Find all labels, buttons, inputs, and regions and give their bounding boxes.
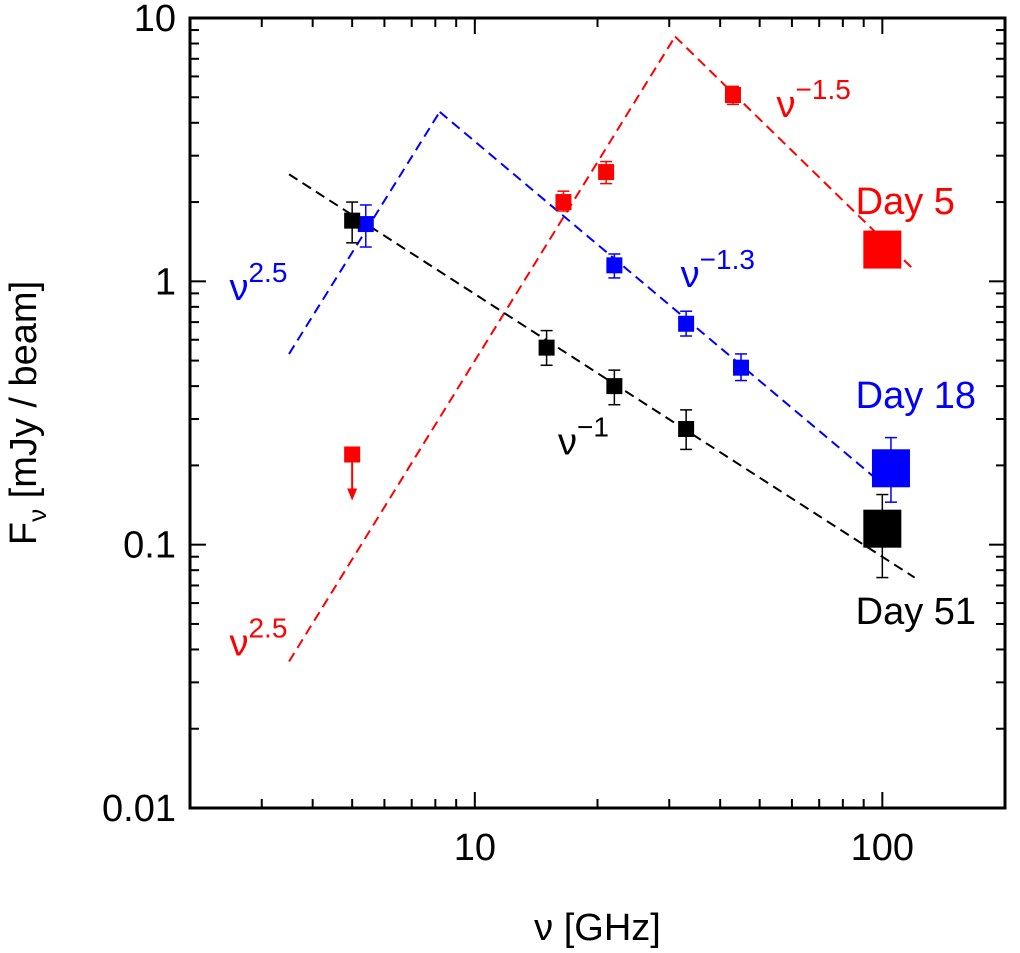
data-points bbox=[344, 85, 910, 579]
annotation-label-day51: Day 51 bbox=[856, 591, 976, 633]
day51-point bbox=[863, 509, 902, 548]
annotation-nu-minus-1-5-exponent: −1.5 bbox=[796, 74, 851, 105]
day18-point bbox=[678, 315, 695, 332]
y-tick-label: 1 bbox=[155, 261, 176, 303]
annotation-nu-2-5-blue-exponent: 2.5 bbox=[248, 257, 287, 288]
annotation-nu-minus-1-exponent: −1 bbox=[577, 411, 609, 442]
annotation-nu-minus-1-3-exponent: −1.3 bbox=[700, 244, 755, 275]
annotation-nu-minus-1-base: ν bbox=[558, 421, 577, 463]
y-axis-label-main: F bbox=[3, 522, 45, 545]
day5-point bbox=[724, 87, 741, 104]
y-tick-label: 0.01 bbox=[102, 788, 176, 830]
fit-line-blue-fall bbox=[439, 111, 883, 485]
fit-line-red-rise bbox=[288, 36, 676, 663]
annotation-nu-minus-1-5-base: ν bbox=[777, 84, 796, 126]
fit-lines bbox=[288, 35, 916, 663]
day18-point bbox=[733, 359, 750, 376]
day18-point bbox=[871, 449, 910, 488]
annotation-nu-2-5-red: ν2.5 bbox=[229, 612, 287, 664]
fit-line-black-fall bbox=[288, 173, 916, 579]
annotation-nu-minus-1-5: ν−1.5 bbox=[777, 74, 851, 126]
y-axis-label-sub: ν bbox=[22, 509, 52, 522]
annotation-nu-minus-1-3: ν−1.3 bbox=[681, 244, 755, 296]
x-tick-label: 10 bbox=[454, 827, 496, 869]
fit-line-blue-rise bbox=[288, 111, 441, 355]
annotation-nu-2-5-blue-base: ν bbox=[229, 267, 248, 309]
y-tick-label: 0.1 bbox=[123, 525, 176, 567]
y-tick-label: 10 bbox=[134, 0, 176, 40]
annotation-nu-minus-1-3-base: ν bbox=[681, 254, 700, 296]
x-axis-label: ν [GHz] bbox=[534, 907, 661, 949]
y-axis-label-rest: [mJy / beam] bbox=[3, 281, 45, 509]
day18-point bbox=[357, 216, 374, 233]
annotation-nu-2-5-red-base: ν bbox=[229, 622, 248, 664]
day5-point bbox=[555, 194, 572, 211]
day51-point bbox=[678, 420, 695, 437]
day5-upper-limit-arrow-head bbox=[347, 488, 358, 501]
axis-ticks: 10 100 0.01 0.1 1 10 bbox=[102, 0, 1006, 869]
day18-point bbox=[606, 257, 623, 274]
day5-upper-limit-point bbox=[344, 446, 361, 463]
day51-point bbox=[606, 378, 623, 395]
annotation-label-day5: Day 5 bbox=[856, 181, 955, 223]
day5-point bbox=[598, 164, 615, 181]
annotation-label-day18: Day 18 bbox=[856, 375, 976, 417]
annotation-nu-2-5-red-exponent: 2.5 bbox=[248, 612, 287, 643]
day51-point bbox=[344, 212, 361, 229]
y-axis-label: Fν [mJy / beam] bbox=[3, 281, 52, 545]
annotation-nu-minus-1: ν−1 bbox=[558, 411, 609, 463]
day51-point bbox=[538, 339, 555, 356]
annotation-nu-2-5-blue: ν2.5 bbox=[229, 257, 287, 309]
x-tick-label: 100 bbox=[851, 827, 914, 869]
day5-point bbox=[863, 230, 902, 269]
